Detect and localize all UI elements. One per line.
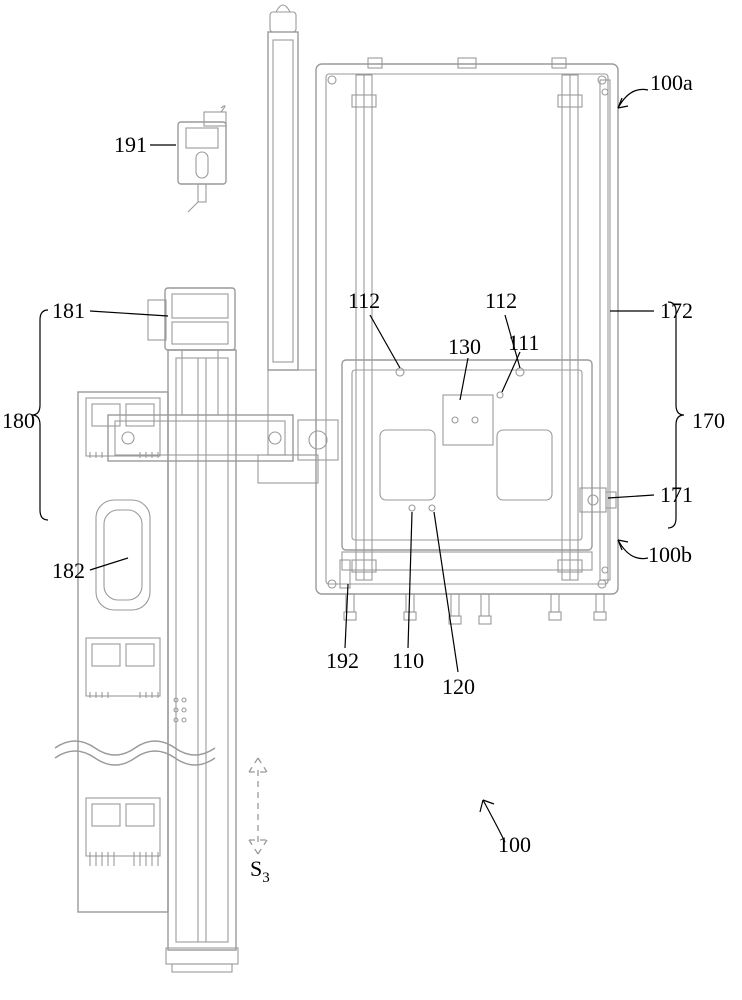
label-112l: 112 (348, 288, 380, 313)
label-120: 120 (442, 674, 475, 699)
top-actuator (258, 5, 350, 588)
label-110: 110 (392, 648, 424, 673)
label-172: 172 (660, 298, 693, 323)
label-100a: 100a (650, 70, 693, 95)
label-170: 170 (692, 408, 725, 433)
label-130: 130 (448, 334, 481, 359)
vertical-rail-right (558, 75, 582, 580)
break-line (55, 741, 215, 765)
label-100b: 100b (648, 542, 692, 567)
carriage-plate (342, 360, 592, 570)
label-181: 181 (52, 298, 85, 323)
motion-arrow-s3 (249, 758, 267, 854)
label-s3: S3 (250, 856, 270, 886)
label-100: 100 (498, 832, 531, 857)
vertical-rail-left (352, 75, 376, 580)
label-111: 111 (508, 330, 539, 355)
label-182: 182 (52, 558, 85, 583)
module-191 (178, 106, 226, 212)
label-180: 180 (2, 408, 35, 433)
bottom-connectors (344, 594, 606, 624)
block-171 (580, 488, 616, 512)
label-192: 192 (326, 648, 359, 673)
engineering-diagram: 100a 191 181 112 112 172 111 130 180 170… (0, 0, 742, 1000)
label-112r: 112 (485, 288, 517, 313)
label-191: 191 (114, 132, 147, 157)
label-171: 171 (660, 482, 693, 507)
main-frame (316, 58, 618, 594)
left-body (78, 392, 186, 912)
